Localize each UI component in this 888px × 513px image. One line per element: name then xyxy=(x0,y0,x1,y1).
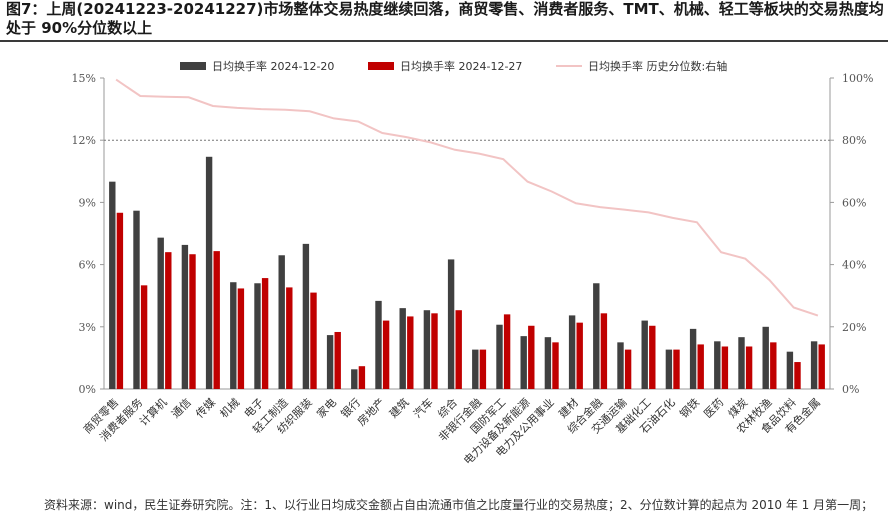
bar-2024-12-27 xyxy=(213,251,220,389)
right-tick-label: 60% xyxy=(842,196,866,209)
bar-2024-12-20 xyxy=(423,310,431,389)
bar-2024-12-20 xyxy=(399,308,406,389)
bar-2024-12-27 xyxy=(286,287,293,389)
bar-2024-12-27 xyxy=(552,342,559,389)
bar-2024-12-20 xyxy=(109,181,116,389)
bar-2024-12-20 xyxy=(520,336,527,389)
category-label: 钢铁 xyxy=(677,396,702,421)
bar-2024-12-27 xyxy=(261,278,269,389)
bar-2024-12-20 xyxy=(714,341,721,389)
bar-2024-12-27 xyxy=(310,292,317,389)
bar-2024-12-27 xyxy=(745,346,753,389)
bar-2024-12-27 xyxy=(794,362,801,389)
category-label: 汽车 xyxy=(410,395,435,420)
bar-2024-12-20 xyxy=(568,315,576,389)
bar-2024-12-20 xyxy=(641,320,648,389)
legend-swatch xyxy=(180,62,206,70)
bar-2024-12-27 xyxy=(479,349,487,389)
bar-2024-12-20 xyxy=(593,283,600,389)
bar-2024-12-27 xyxy=(165,252,172,389)
bar-2024-12-20 xyxy=(254,283,261,389)
legend-swatch xyxy=(368,62,394,70)
left-tick-label: 12% xyxy=(72,134,96,147)
bar-2024-12-27 xyxy=(624,349,632,389)
page-title: 图7：上周(20241223-20241227)市场整体交易热度继续回落，商贸零… xyxy=(6,0,884,37)
bar-2024-12-27 xyxy=(673,349,680,389)
bar-2024-12-27 xyxy=(455,310,462,389)
category-label: 建筑 xyxy=(386,395,411,420)
bar-2024-12-20 xyxy=(786,351,794,389)
percentile-line xyxy=(115,78,819,317)
bar-2024-12-27 xyxy=(721,346,729,389)
bar-2024-12-27 xyxy=(503,314,511,389)
bar-2024-12-20 xyxy=(665,349,673,389)
bar-2024-12-27 xyxy=(818,344,825,389)
bar-2024-12-20 xyxy=(278,255,285,389)
bar-2024-12-27 xyxy=(600,313,608,389)
bar-2024-12-27 xyxy=(770,342,777,389)
bar-2024-12-20 xyxy=(351,369,358,389)
bar-2024-12-27 xyxy=(237,288,245,389)
bar-2024-12-20 xyxy=(205,156,213,389)
right-tick-label: 80% xyxy=(842,134,866,147)
bar-2024-12-20 xyxy=(157,237,164,389)
bar-2024-12-27 xyxy=(528,325,535,389)
chart: 0%3%6%9%12%15%0%20%40%60%80%100%商贸零售消费者服… xyxy=(72,59,874,467)
bar-2024-12-20 xyxy=(544,337,552,389)
category-label: 计算机 xyxy=(136,395,169,428)
bar-2024-12-20 xyxy=(133,210,140,389)
bar-2024-12-20 xyxy=(689,328,697,389)
bar-2024-12-20 xyxy=(326,335,334,389)
left-tick-label: 9% xyxy=(79,196,96,209)
left-tick-label: 15% xyxy=(72,72,96,85)
bar-2024-12-20 xyxy=(302,243,310,389)
legend-label: 日均换手率 2024-12-27 xyxy=(400,59,522,73)
left-tick-label: 6% xyxy=(79,259,96,272)
right-tick-label: 100% xyxy=(842,72,873,85)
bar-2024-12-27 xyxy=(358,366,366,389)
bar-2024-12-20 xyxy=(617,342,624,389)
legend-label: 日均换手率 2024-12-20 xyxy=(212,59,334,73)
bar-2024-12-20 xyxy=(738,337,745,389)
right-tick-label: 40% xyxy=(842,259,866,272)
bar-2024-12-20 xyxy=(762,326,769,389)
bar-2024-12-27 xyxy=(116,212,124,389)
footnote: 资料来源：wind，民生证券研究院。注：1、以行业日均成交金额占自由流通市值之比… xyxy=(44,498,874,512)
bar-2024-12-27 xyxy=(697,344,704,389)
bar-2024-12-20 xyxy=(447,259,455,389)
bar-2024-12-27 xyxy=(382,320,390,389)
left-tick-label: 3% xyxy=(79,321,96,334)
bar-2024-12-20 xyxy=(230,282,237,389)
bar-2024-12-27 xyxy=(431,313,438,389)
bar-2024-12-20 xyxy=(810,341,818,389)
bar-2024-12-27 xyxy=(140,285,148,389)
legend-label: 日均换手率 历史分位数:右轴 xyxy=(588,59,727,73)
category-label: 传媒 xyxy=(193,396,218,421)
category-label: 家电 xyxy=(314,395,339,420)
category-label: 房地产 xyxy=(354,395,387,428)
title-divider xyxy=(0,40,888,42)
left-tick-label: 0% xyxy=(79,383,96,396)
bar-2024-12-20 xyxy=(181,244,189,389)
bar-2024-12-27 xyxy=(576,322,583,389)
bar-2024-12-27 xyxy=(649,325,656,389)
bar-2024-12-20 xyxy=(472,349,479,389)
right-tick-label: 0% xyxy=(842,383,859,396)
bar-2024-12-20 xyxy=(496,324,503,389)
bar-2024-12-27 xyxy=(189,254,196,389)
category-label: 通信 xyxy=(169,396,194,421)
bar-2024-12-27 xyxy=(334,331,341,389)
bar-2024-12-20 xyxy=(375,300,382,389)
category-label: 机械 xyxy=(217,395,242,420)
right-tick-label: 20% xyxy=(842,321,866,334)
bar-2024-12-27 xyxy=(407,316,414,389)
category-label: 医药 xyxy=(701,396,726,421)
